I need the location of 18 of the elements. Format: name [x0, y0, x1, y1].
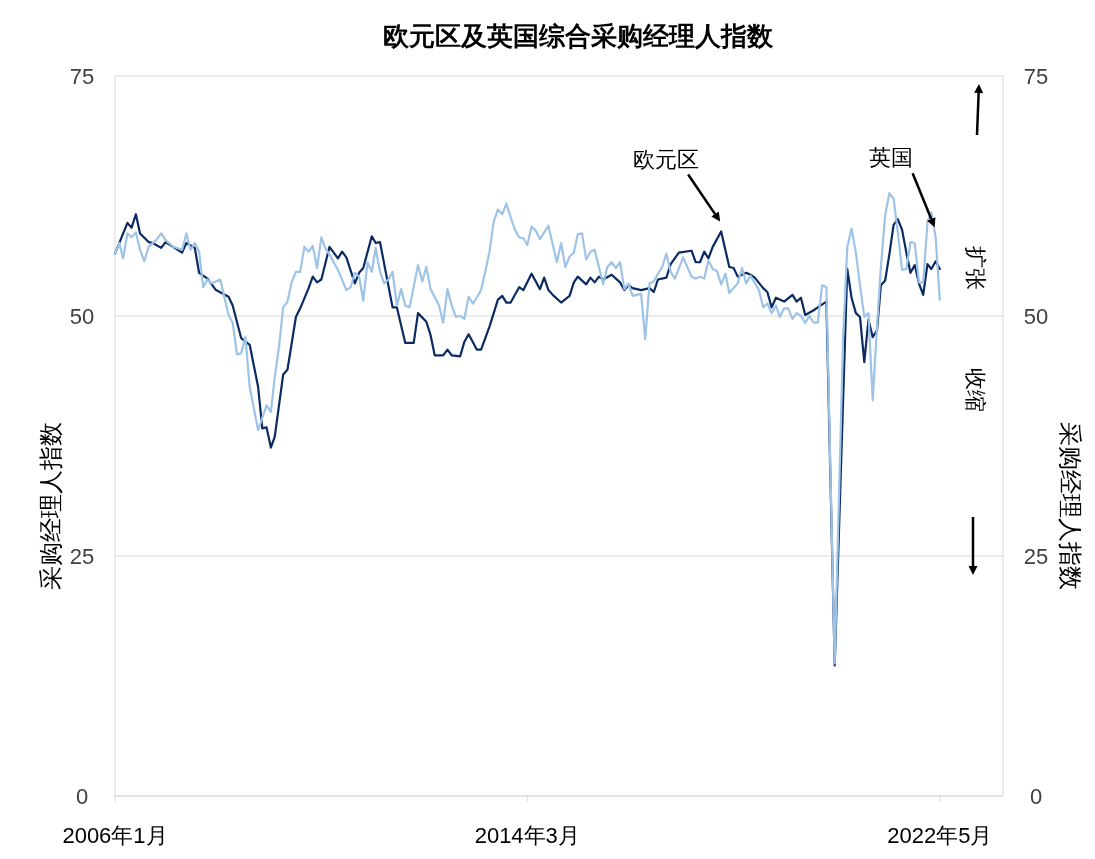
y-tick-label: 50: [69, 303, 95, 329]
y-axis-title: 采购经理人指数: [36, 422, 64, 590]
annotation: 收缩: [962, 368, 988, 412]
y2-tick-label: 0: [1029, 783, 1043, 809]
annotation: 扩张: [962, 246, 988, 290]
y-tick-label: 25: [69, 543, 95, 569]
y2-tick-label: 50: [1023, 303, 1049, 329]
y2-tick-label: 75: [1023, 63, 1049, 89]
series-label: 英国: [868, 145, 913, 171]
x-tick-label: 2006年1月: [62, 823, 168, 848]
y-tick-label: 75: [69, 63, 95, 89]
y-tick-label: 0: [75, 783, 89, 809]
x-tick-label: 2014年3月: [474, 823, 580, 848]
text: 欧元区: [633, 146, 700, 172]
chart-title: 欧元区及英国综合采购经理人指数: [382, 21, 774, 51]
y2-axis-title: 采购经理人指数: [1056, 422, 1084, 590]
y2-tick-label: 25: [1023, 543, 1049, 569]
x-tick-label: 2022年5月: [887, 823, 993, 848]
